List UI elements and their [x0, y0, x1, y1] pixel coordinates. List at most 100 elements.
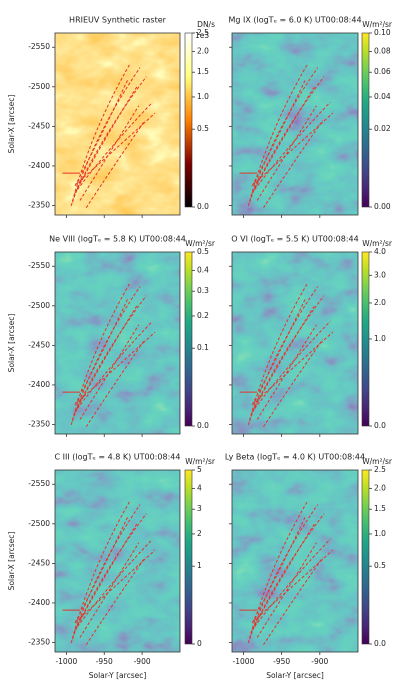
field-line: [263, 339, 324, 427]
field-line: [263, 120, 324, 208]
x-tick-label: -1000: [233, 657, 255, 666]
field-line: [70, 500, 131, 644]
colorbar-unit: W/m²/sr: [185, 239, 216, 248]
field-line: [249, 286, 319, 422]
colorbar: [184, 469, 193, 645]
panel-frame: [231, 32, 359, 216]
field-lines: [239, 63, 334, 208]
field-line: [77, 320, 153, 409]
panel-frame: [54, 32, 181, 216]
y-tick-label: -2400: [28, 161, 50, 170]
colorbar-tick-label: 2.0: [374, 483, 386, 492]
field-line: [263, 557, 324, 645]
colorbar-tick-label: 0.04: [374, 92, 391, 101]
x-tick-label: -900: [134, 657, 151, 666]
y-tick-label: -2450: [28, 340, 50, 349]
x-tick-label: -950: [96, 657, 113, 666]
colorbar-tick-label: 2.0: [197, 46, 209, 55]
colorbar-tick-label: 4: [197, 483, 202, 492]
x-axis-label: Solar-Y [arcsec]: [266, 671, 324, 680]
field-lines: [239, 282, 334, 427]
field-line: [85, 339, 146, 427]
colorbar-tick-label: 1.0: [374, 529, 386, 538]
field-line: [75, 549, 156, 622]
field-line: [74, 85, 138, 194]
colorbar-tick-label: 1: [197, 561, 202, 570]
colorbar-unit: DN/s: [197, 20, 215, 29]
field-lines: [239, 500, 334, 645]
colorbar-tick-label: 0.4: [197, 265, 209, 274]
field-lines: [62, 500, 156, 645]
colorbar: [361, 251, 370, 427]
field-line: [79, 324, 140, 420]
colorbar-tick-label: 0.3: [197, 286, 209, 295]
field-line: [247, 500, 309, 644]
panel-title: Ne VIII (logTₑ = 5.8 K) UT00:08:44: [49, 235, 186, 244]
field-line: [256, 542, 317, 638]
y-tick-label: -2350: [28, 638, 50, 647]
raster-image: [55, 470, 180, 652]
field-line: [251, 80, 306, 187]
field-line: [253, 112, 334, 185]
colorbar: [361, 32, 370, 208]
panel-title: C III (logTₑ = 4.8 K) UT00:08:44: [55, 453, 181, 462]
field-line: [253, 331, 334, 404]
colorbar-unit: W/m²/sr: [362, 20, 393, 29]
colorbar-tick-label: 0.10: [374, 28, 391, 37]
field-line: [247, 63, 309, 207]
colorbar-unit: W/m²/sr: [362, 457, 393, 466]
y-tick-label: -2550: [28, 479, 50, 488]
colorbar-tick-label: 2.5: [374, 465, 386, 474]
field-line: [249, 504, 319, 640]
colorbar-tick-label: 1.5: [197, 67, 209, 76]
field-lines: [62, 282, 156, 427]
field-line: [250, 295, 325, 417]
colorbar-tick-label: 2.0: [374, 298, 386, 307]
field-line: [251, 517, 306, 624]
colorbar-tick-label: 3: [197, 504, 202, 513]
panel-title: O VI (logTₑ = 5.5 K) UT00:08:44: [231, 235, 358, 244]
colorbar-tick-label: 0.2: [197, 311, 209, 320]
y-tick-label: -2450: [28, 121, 50, 130]
colorbar-tick-label: 2: [197, 529, 202, 538]
field-line: [73, 76, 147, 198]
raster-image: [55, 33, 180, 215]
colorbar-tick-label: 2.5: [197, 28, 209, 37]
x-axis-label: Solar-Y [arcsec]: [89, 671, 147, 680]
colorbar-tick-label: 0.5: [197, 124, 209, 133]
field-line: [79, 105, 140, 201]
field-line: [79, 542, 140, 638]
field-line: [254, 320, 331, 409]
field-line: [72, 286, 141, 422]
field-line: [250, 76, 325, 198]
field-line: [256, 105, 317, 201]
raster-image: [232, 33, 358, 215]
colorbar-offset: 1e3: [195, 31, 209, 40]
field-line: [73, 513, 147, 635]
colorbar: [184, 32, 193, 208]
field-line: [74, 299, 128, 406]
colorbar-tick-label: 5: [197, 465, 202, 474]
field-line: [251, 299, 306, 406]
colorbar-tick-label: 0.08: [374, 46, 391, 55]
field-line: [70, 282, 131, 426]
panel-frame: [231, 469, 359, 653]
y-axis-label: Solar-X [arcsec]: [7, 95, 16, 154]
colorbar-unit: W/m²/sr: [185, 457, 216, 466]
field-line: [251, 85, 316, 194]
field-lines: [62, 63, 156, 208]
raster-image: [232, 470, 358, 652]
field-line: [74, 304, 138, 413]
colorbar-tick-label: 0.02: [374, 124, 391, 133]
field-line: [77, 538, 153, 627]
y-axis-label: Solar-X [arcsec]: [7, 314, 16, 373]
colorbar-tick-label: 0: [197, 639, 202, 648]
colorbar-tick-label: 4.0: [374, 247, 386, 256]
y-tick-label: -2450: [28, 558, 50, 567]
field-line: [254, 538, 331, 627]
y-tick-label: -2500: [28, 82, 50, 91]
colorbar-tick-label: 0.00: [374, 202, 391, 211]
colorbar-tick-label: 3.0: [374, 270, 386, 279]
colorbar-tick-label: 0.0: [374, 421, 386, 430]
